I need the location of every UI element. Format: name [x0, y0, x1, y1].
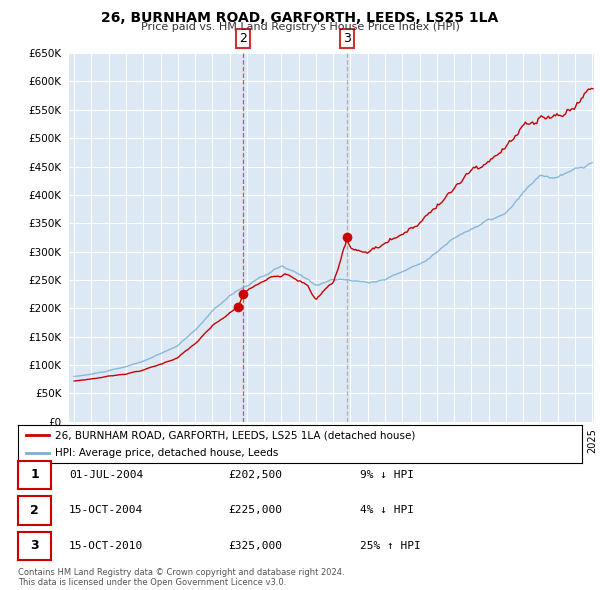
Text: 2: 2 [30, 504, 39, 517]
Text: HPI: Average price, detached house, Leeds: HPI: Average price, detached house, Leed… [55, 448, 278, 458]
Text: 2: 2 [239, 32, 247, 45]
Text: 9% ↓ HPI: 9% ↓ HPI [360, 470, 414, 480]
Text: 25% ↑ HPI: 25% ↑ HPI [360, 541, 421, 550]
Text: 3: 3 [30, 539, 39, 552]
Text: Price paid vs. HM Land Registry's House Price Index (HPI): Price paid vs. HM Land Registry's House … [140, 22, 460, 32]
Text: Contains HM Land Registry data © Crown copyright and database right 2024.
This d: Contains HM Land Registry data © Crown c… [18, 568, 344, 587]
Text: £325,000: £325,000 [228, 541, 282, 550]
Text: £202,500: £202,500 [228, 470, 282, 480]
Text: 26, BURNHAM ROAD, GARFORTH, LEEDS, LS25 1LA: 26, BURNHAM ROAD, GARFORTH, LEEDS, LS25 … [101, 11, 499, 25]
Text: 3: 3 [343, 32, 351, 45]
Text: 15-OCT-2004: 15-OCT-2004 [69, 506, 143, 515]
Text: 1: 1 [30, 468, 39, 481]
Text: 15-OCT-2010: 15-OCT-2010 [69, 541, 143, 550]
Text: 26, BURNHAM ROAD, GARFORTH, LEEDS, LS25 1LA (detached house): 26, BURNHAM ROAD, GARFORTH, LEEDS, LS25 … [55, 430, 415, 440]
Text: 01-JUL-2004: 01-JUL-2004 [69, 470, 143, 480]
Text: £225,000: £225,000 [228, 506, 282, 515]
Text: 4% ↓ HPI: 4% ↓ HPI [360, 506, 414, 515]
